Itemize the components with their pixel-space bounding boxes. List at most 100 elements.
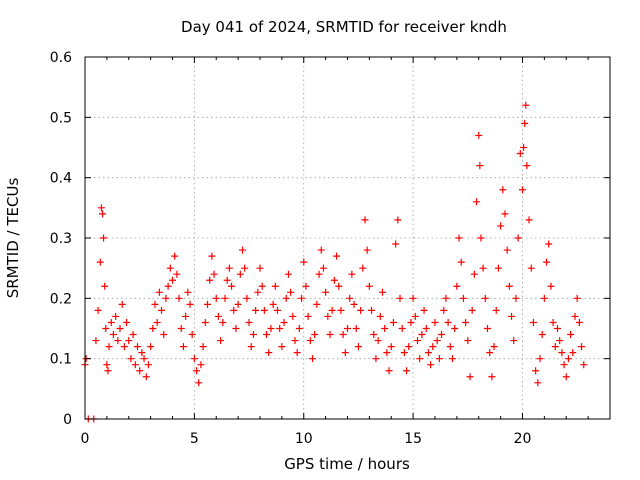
data-point xyxy=(556,337,564,345)
data-point xyxy=(501,210,509,218)
data-point xyxy=(407,318,415,326)
data-point xyxy=(558,349,566,357)
data-point xyxy=(359,264,367,272)
data-point xyxy=(420,306,428,314)
data-point xyxy=(164,282,172,290)
axis-ticks xyxy=(84,56,610,420)
data-point xyxy=(184,288,192,296)
data-point xyxy=(361,216,369,224)
data-point xyxy=(217,337,225,345)
data-point xyxy=(136,367,144,375)
data-point xyxy=(223,276,231,284)
data-point xyxy=(131,361,139,369)
y-tick-label: 0.1 xyxy=(50,352,72,368)
data-point xyxy=(304,312,312,320)
data-point xyxy=(254,288,262,296)
data-point xyxy=(214,312,222,320)
y-tick-label: 0.5 xyxy=(50,110,72,126)
data-point xyxy=(295,325,303,332)
y-tick-label: 0.4 xyxy=(50,171,72,187)
data-point xyxy=(473,198,481,206)
data-point xyxy=(389,318,397,326)
data-point xyxy=(508,312,516,320)
data-point xyxy=(549,318,557,326)
data-point xyxy=(481,294,489,302)
data-point xyxy=(291,337,299,345)
data-point xyxy=(475,131,483,139)
data-point xyxy=(317,246,325,254)
data-point xyxy=(409,294,417,302)
data-point xyxy=(210,270,218,278)
data-point xyxy=(134,343,141,351)
data-point xyxy=(324,312,332,320)
data-point xyxy=(105,343,113,351)
data-point xyxy=(225,264,233,272)
data-point xyxy=(129,331,137,339)
data-point xyxy=(271,282,279,290)
data-point xyxy=(370,331,378,339)
data-point xyxy=(387,343,395,351)
data-point xyxy=(298,294,306,302)
data-point xyxy=(490,343,498,351)
data-point xyxy=(173,270,181,278)
data-point xyxy=(267,325,275,332)
grid xyxy=(85,57,610,419)
data-point xyxy=(503,246,511,254)
data-point xyxy=(365,282,373,290)
data-point xyxy=(206,276,214,284)
data-point xyxy=(197,361,205,369)
data-point xyxy=(372,355,380,363)
data-point xyxy=(455,234,463,242)
data-point xyxy=(433,337,441,345)
data-point xyxy=(107,318,115,326)
data-point xyxy=(239,246,246,254)
data-point xyxy=(127,355,135,363)
data-point xyxy=(99,210,106,218)
data-point xyxy=(212,294,220,302)
data-point xyxy=(280,318,288,326)
data-points xyxy=(81,101,588,423)
data-point xyxy=(444,318,452,326)
data-point xyxy=(424,349,432,357)
data-point xyxy=(476,162,484,170)
data-point xyxy=(522,101,530,109)
data-point xyxy=(435,355,443,363)
data-point xyxy=(171,252,179,260)
data-point xyxy=(153,318,161,326)
data-point xyxy=(383,349,391,357)
data-point xyxy=(519,186,526,194)
data-point xyxy=(536,355,544,363)
x-tick-label: 10 xyxy=(295,431,313,447)
data-point xyxy=(287,288,295,296)
data-point xyxy=(438,331,446,339)
data-point xyxy=(335,282,343,290)
data-point xyxy=(497,222,505,230)
data-point xyxy=(123,318,131,326)
data-point xyxy=(228,282,236,290)
data-point xyxy=(326,331,334,339)
data-point xyxy=(484,325,491,332)
y-axis-label: SRMTID / TECUs xyxy=(4,178,22,299)
data-point xyxy=(363,246,371,254)
y-tick-label: 0.6 xyxy=(50,50,72,66)
data-point xyxy=(160,331,168,339)
data-point xyxy=(346,294,354,302)
data-point xyxy=(350,300,358,308)
data-point xyxy=(188,331,196,339)
data-point xyxy=(352,325,360,332)
data-point xyxy=(333,252,341,260)
data-point xyxy=(109,331,117,339)
data-point xyxy=(97,204,105,212)
data-point xyxy=(381,325,389,332)
data-point xyxy=(578,343,586,351)
data-point xyxy=(354,343,362,351)
data-point xyxy=(102,325,110,332)
data-point xyxy=(516,150,524,158)
data-point xyxy=(260,306,268,314)
x-tick-label: 5 xyxy=(190,431,199,447)
data-point xyxy=(319,264,327,272)
data-point xyxy=(470,270,478,278)
data-point xyxy=(278,343,286,351)
data-point xyxy=(274,306,281,314)
data-point xyxy=(193,367,201,375)
